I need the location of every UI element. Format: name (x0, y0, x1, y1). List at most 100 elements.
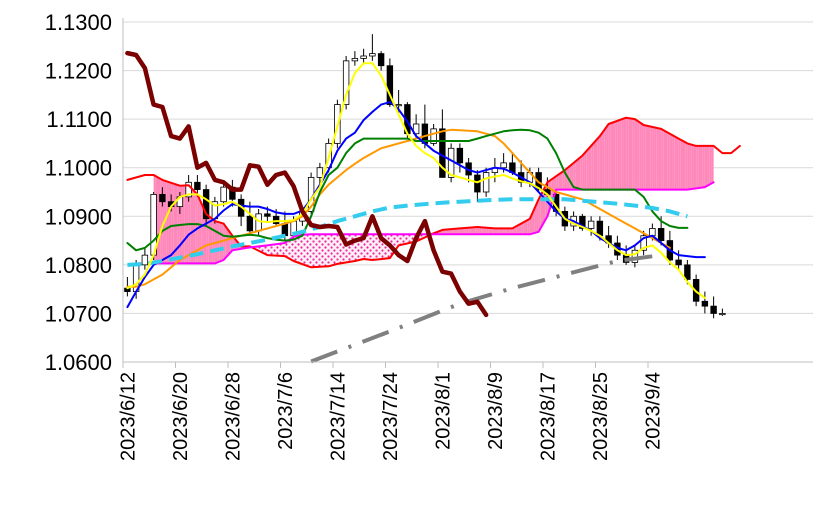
cloud-bear-segment (278, 243, 281, 256)
cloud-bear-segment (315, 234, 318, 268)
cloud-bull-segment (599, 133, 603, 190)
series-line-dashdot (310, 253, 662, 364)
cloud-bull-segment (190, 187, 193, 264)
cloud-bull-segment (698, 145, 701, 189)
y-tick-label: 1.0700 (45, 301, 112, 326)
candle-up (482, 172, 490, 193)
cloud-bull-segment (457, 228, 460, 235)
cloud-bull-segment (168, 182, 172, 264)
series-line (126, 62, 706, 299)
cloud-bear-segment (385, 234, 388, 259)
cloud-bull-segment (444, 229, 447, 235)
cloud-bear-segment (289, 238, 292, 260)
cloud-bull-segment (702, 145, 705, 188)
cloud-bull-segment (508, 228, 511, 235)
cloud-bull-segment (639, 122, 642, 190)
cloud-bull-segment (225, 226, 228, 258)
cloud-bull-segment (604, 127, 607, 190)
cloud-bear-segment (319, 234, 323, 267)
x-tick-label: 2023/6/12 (117, 372, 139, 461)
cloud-bull-segment (481, 227, 484, 235)
cloud-bull-segment (516, 224, 519, 235)
cloud-bull-segment (514, 226, 517, 235)
x-axis-ticks: 2023/6/12 2023/6/20 2023/6/28 2023/7/6 2023/… (117, 362, 664, 461)
cloud-bear-segment (308, 234, 312, 268)
cloud-bull-segment (632, 118, 635, 190)
cloud-bear-segment (265, 245, 268, 256)
cloud-bear-segment (363, 234, 366, 260)
candle-up (719, 313, 726, 316)
candle-up (255, 213, 262, 232)
cloud-bear-segment (372, 234, 375, 260)
candle-down (684, 264, 691, 280)
x-tick-label: 2023/8/1 (432, 372, 454, 450)
cloud-bull-segment (538, 195, 541, 232)
cloud-bull-segment (503, 228, 506, 235)
candle-up (500, 162, 507, 169)
cloud-bull-segment (562, 170, 565, 190)
cloud-bull-segment (532, 209, 535, 234)
cloud-bear-segment (284, 241, 288, 258)
cloud-bull-segment (707, 145, 710, 186)
cloud-bull-segment (654, 127, 657, 190)
cloud-bull-segment (523, 221, 526, 235)
candle-up (640, 235, 647, 251)
cloud-bull-segment (451, 228, 454, 235)
cloud-bull-segment (446, 229, 449, 235)
cloud-bull-segment (494, 228, 498, 235)
cloud-bull-segment (464, 227, 467, 235)
cloud-bull-segment (665, 131, 668, 190)
cloud-bull-segment (669, 133, 673, 190)
cloud-bear-segment (300, 234, 303, 265)
cloud-bear-segment (306, 234, 309, 267)
cloud-bear-segment (282, 243, 285, 257)
cloud-bull-segment (648, 125, 651, 190)
cloud-bull-segment (499, 228, 502, 235)
cloud-bull-segment (602, 130, 605, 190)
cloud-bull-segment (195, 192, 198, 264)
cloud-bull-segment (534, 204, 537, 234)
cloud-bear-segment (269, 244, 272, 256)
cloud-bull-segment (641, 123, 644, 190)
cloud-bull-segment (518, 223, 522, 235)
cloud-bull-segment (488, 227, 491, 235)
cloud-bull-segment (586, 148, 589, 190)
cloud-bull-segment (158, 177, 161, 264)
cloud-bull-segment (459, 228, 463, 235)
cloud-bull-segment (492, 228, 495, 235)
cloud-bull-segment (525, 219, 528, 235)
cloud-bear-segment (317, 234, 320, 267)
cloud-bear-segment (368, 234, 371, 260)
cloud-bull-segment (470, 227, 473, 235)
candle-down (202, 189, 210, 220)
cloud-bull-segment (588, 145, 592, 190)
candle-up (369, 53, 376, 57)
cloud-bear-segment (376, 234, 379, 260)
cloud-bear-segment (271, 244, 274, 256)
cloud-bull-segment (210, 217, 213, 264)
cloud-bull-segment (687, 143, 690, 190)
cloud-bear-segment (407, 234, 410, 244)
cloud-bull-segment (634, 119, 638, 190)
cloud-bull-segment (645, 125, 648, 190)
cloud-bear-segment (398, 234, 401, 246)
cloud-bear-segment (304, 234, 307, 266)
cloud-bull-segment (468, 227, 471, 235)
x-tick-label: 2023/9/4 (642, 372, 664, 450)
cloud-bull-segment (536, 199, 539, 233)
y-tick-label: 1.0600 (45, 350, 112, 375)
cloud-bull-segment (606, 124, 609, 190)
cloud-bull-segment (685, 142, 688, 190)
cloud-bull-segment (497, 228, 500, 235)
candle-down (272, 215, 280, 224)
cloud-bull-segment (510, 228, 513, 235)
cloud-bear-segment (273, 244, 277, 256)
cloud-bull-segment (477, 226, 480, 235)
candle-up (649, 228, 656, 237)
cloud-bull-segment (593, 141, 596, 190)
cloud-bear-segment (263, 245, 266, 255)
cloud-bull-segment (501, 228, 504, 235)
cloud-bear-segment (276, 243, 279, 256)
cloud-bear-segment (324, 234, 327, 267)
cloud-bear-segment (350, 234, 353, 262)
